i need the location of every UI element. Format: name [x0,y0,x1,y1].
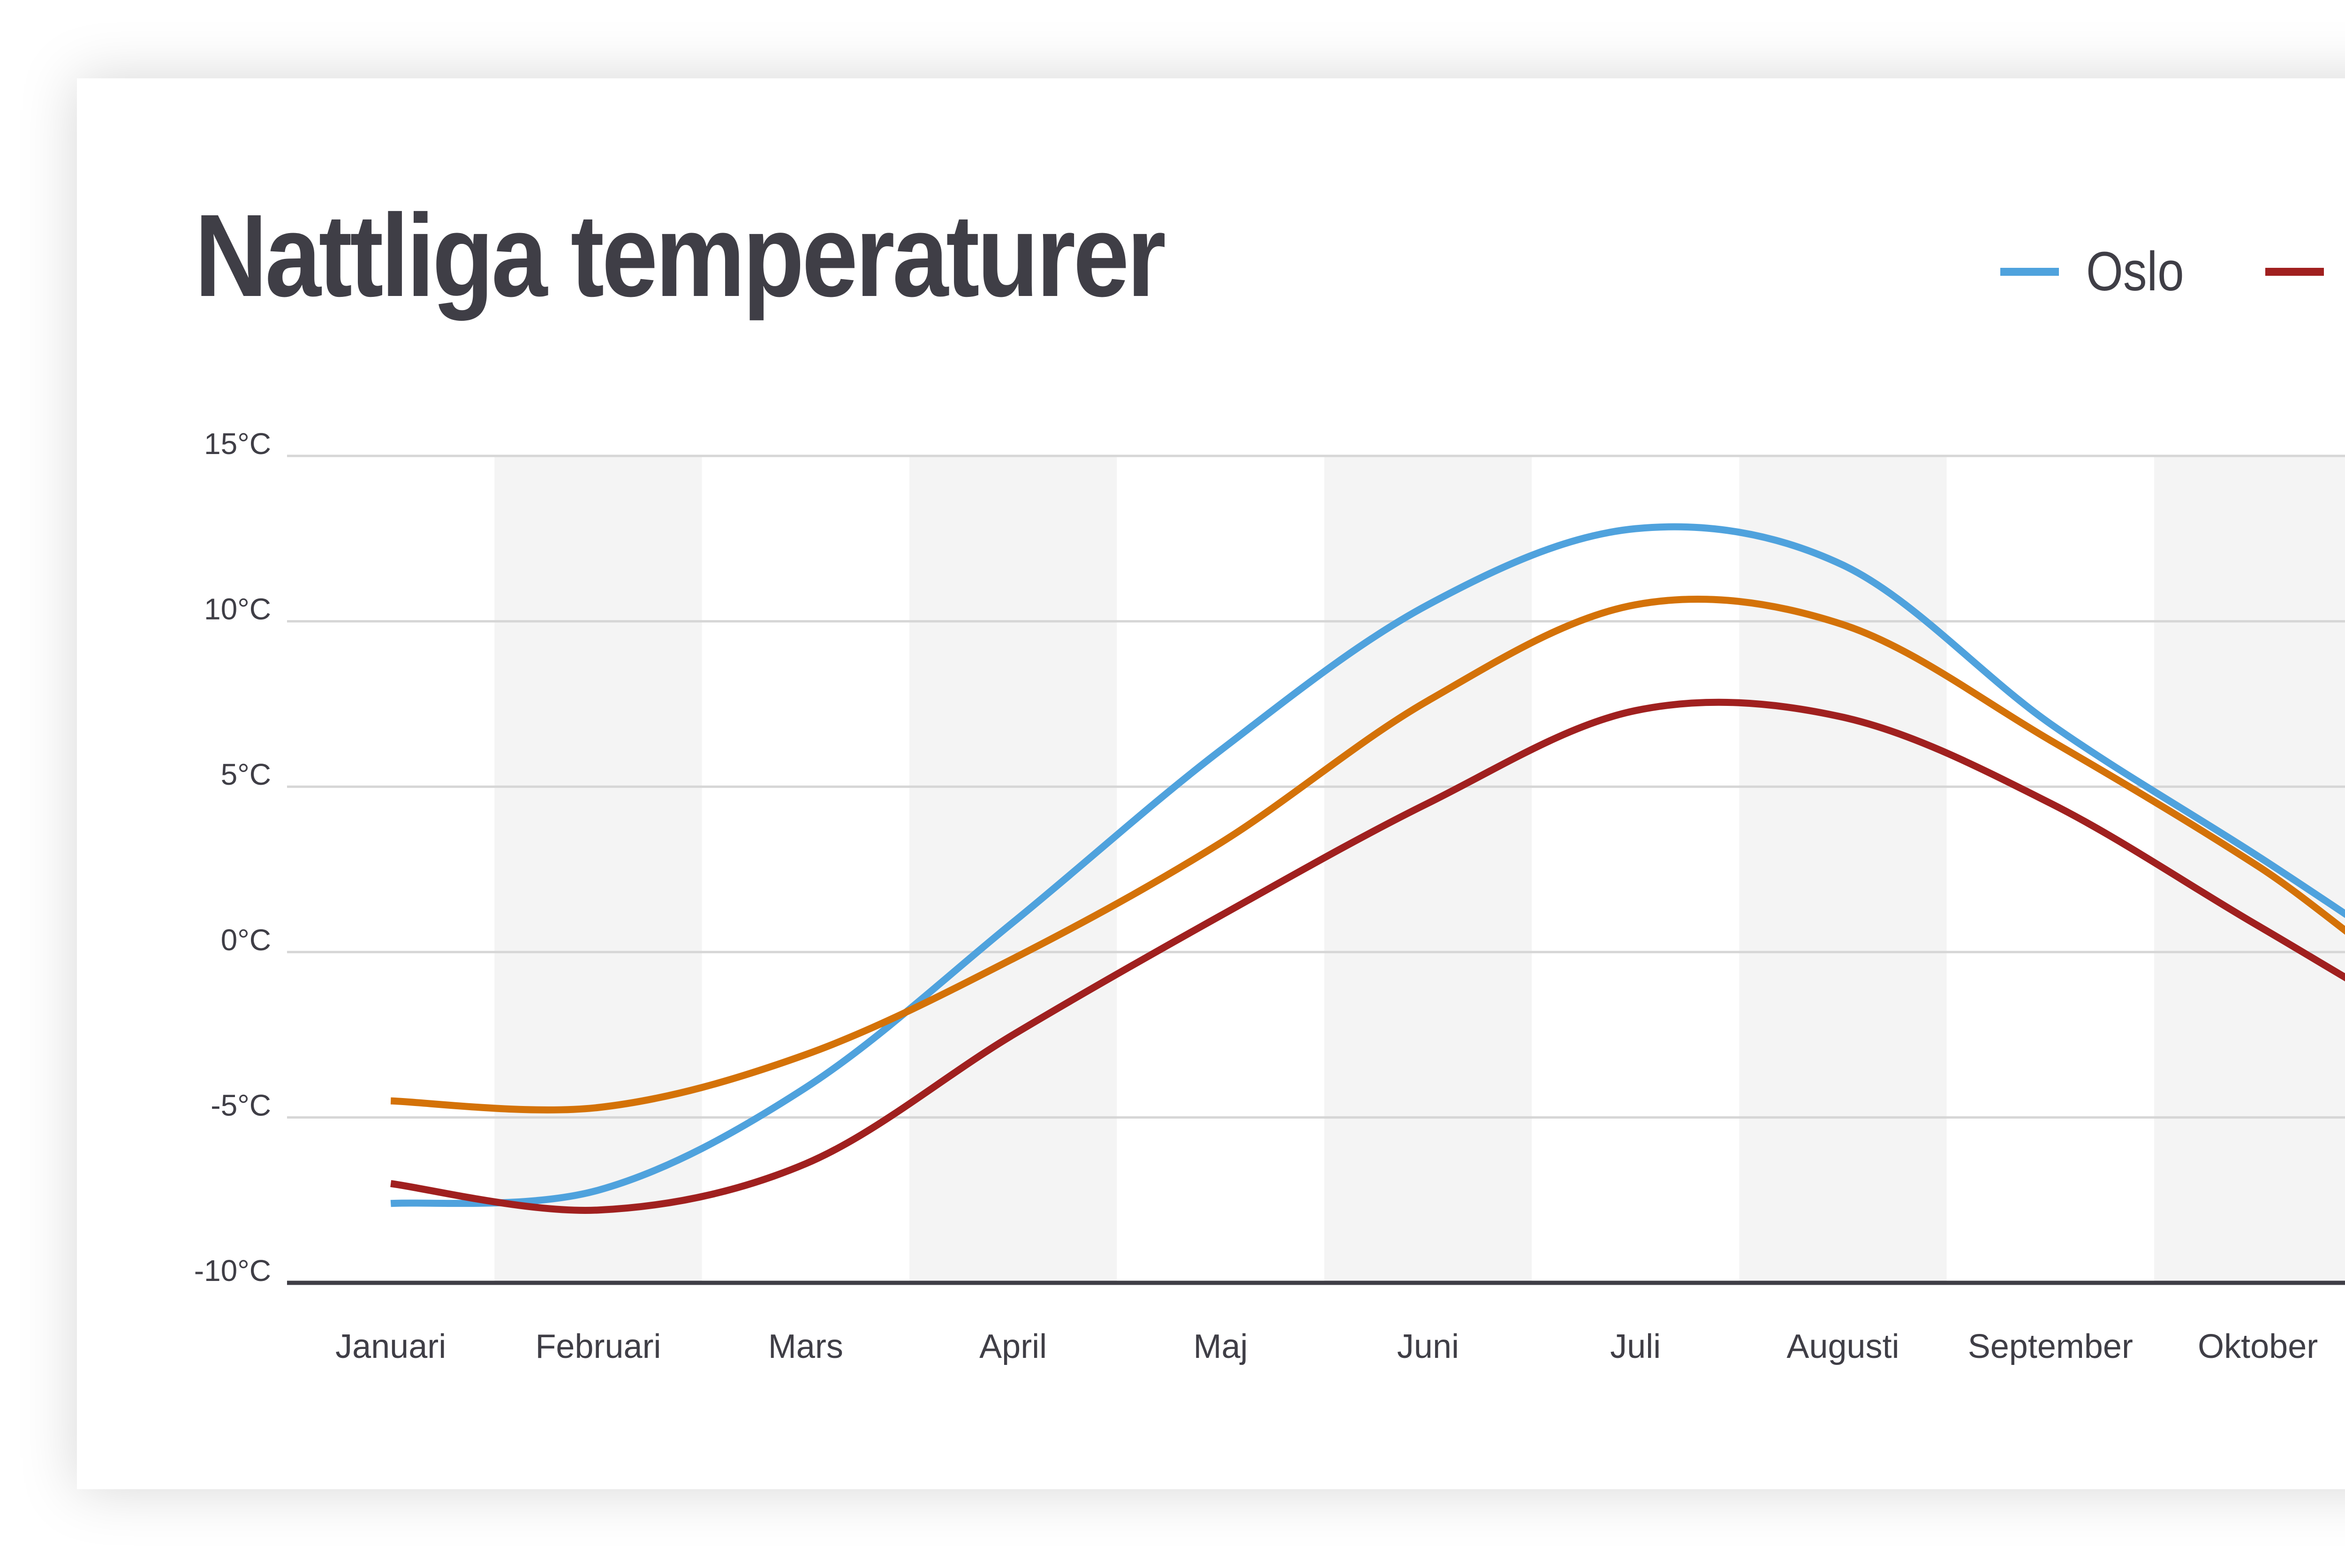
series-line-bodo [390,595,2345,1114]
legend-item-oslo[interactable]: Oslo [2000,244,2200,299]
month-bands [494,456,2345,1283]
y-axis-ticks: 15°C 10°C 5°C 0°C -5°C -10°C [194,427,271,1288]
month-band [1324,456,1532,1283]
month-band [2154,456,2345,1283]
x-tick-label: Oktober [2198,1328,2318,1365]
legend-swatch-oslo [2000,267,2059,276]
y-tick-label: -10°C [194,1254,271,1288]
y-tick-label: 10°C [204,592,271,626]
month-band [494,456,702,1283]
x-tick-label: Februari [535,1328,661,1365]
month-band [1739,456,1947,1283]
card-background [77,78,2345,1489]
gridlines [287,454,2345,1119]
y-tick-label: -5°C [211,1088,271,1122]
chart-title: Nattliga temperaturer [195,190,1166,321]
x-tick-label: Januari [335,1328,446,1365]
x-tick-label: April [979,1328,1047,1365]
x-tick-label: Juli [1610,1328,1661,1365]
x-tick-label: Juni [1397,1328,1459,1365]
x-tick-label: Maj [1193,1328,1248,1365]
x-tick-label: September [1968,1328,2133,1365]
chart-card [77,78,2345,1489]
series-line-oslo [390,523,2345,1207]
x-axis-ticks: Januari Februari Mars April Maj Juni Juli Augus… [335,1328,2318,1365]
x-tick-label: Mars [768,1328,843,1365]
y-tick-label: 5°C [221,757,271,791]
legend: Oslo Vardø Bodø [2000,244,2345,299]
y-tick-label: 0°C [221,923,271,957]
legend-swatch-vardo [2265,267,2324,276]
series-line-vardo [390,698,2345,1214]
month-band [909,456,1117,1283]
legend-label-oslo: Oslo [2086,241,2184,303]
y-tick-label: 15°C [204,427,271,461]
series-lines [390,523,2345,1214]
x-tick-label: Augusti [1786,1328,1899,1365]
legend-item-vardo[interactable]: Vardø [2265,244,2345,299]
